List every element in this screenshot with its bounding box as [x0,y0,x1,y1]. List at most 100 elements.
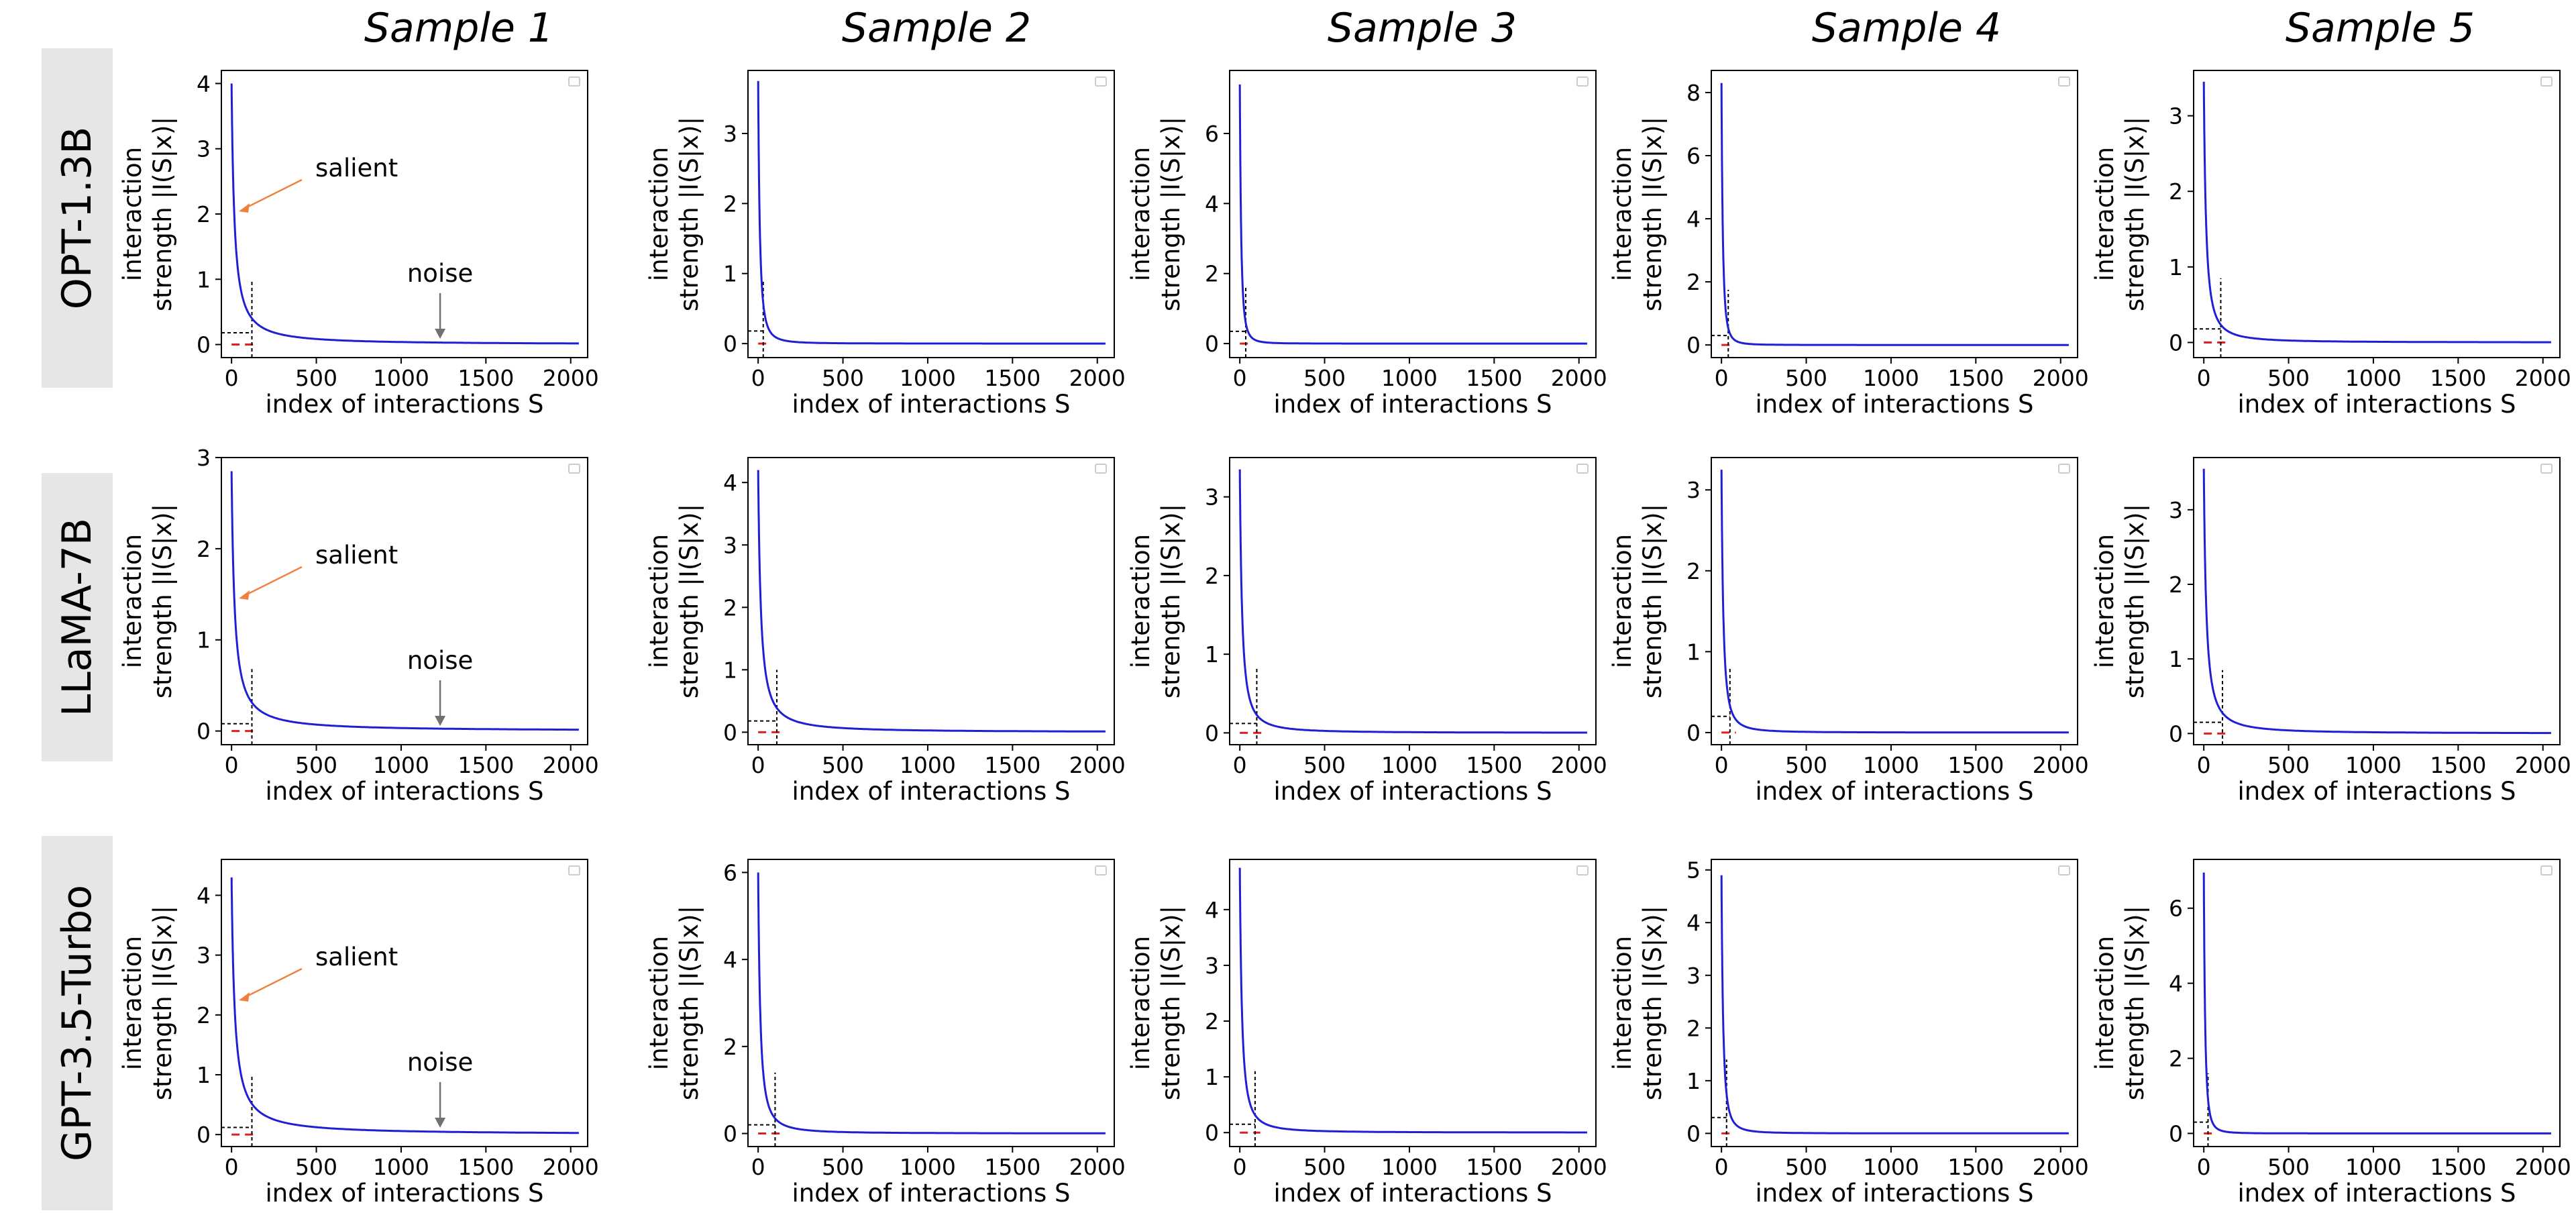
x-tick-label: 0 [1715,752,1729,778]
x-tick-label: 500 [1303,752,1346,778]
y-tick-label: 6 [2169,896,2183,922]
salient-arrowhead [239,992,250,1002]
x-tick-label: 1000 [1381,365,1438,391]
x-tick-label: 2000 [543,752,599,778]
plot-frame [1711,859,2078,1147]
legend-box [1095,464,1107,474]
y-axis-label-line2: strength |I(S|x)| [1157,117,1185,311]
plot-frame [221,70,588,358]
y-axis-label-line1: interaction [118,147,147,281]
y-tick-label: 6 [723,859,737,886]
legend-box [568,76,580,87]
x-tick-label: 1500 [1947,365,2004,391]
x-tick-label: 1500 [458,365,514,391]
x-tick-label: 1000 [373,365,429,391]
y-axis-label-line1: interaction [645,534,674,668]
y-tick-label: 4 [723,470,737,496]
interaction-strength-curve [757,872,1106,1134]
x-tick-label: 1000 [2345,752,2402,778]
subplot-r1-c1: 0 500 1000 1500 2000 0 1 2 3 4 index of interactio… [118,70,599,419]
subplot-r3-c4: 0 500 1000 1500 2000 0 1 2 3 4 5 index of interacti… [1608,857,2089,1208]
x-axis-label: index of interactions S [1755,1179,2033,1208]
salient-annotation: salient [315,154,398,182]
x-tick-label: 0 [1233,1154,1247,1180]
x-axis-label: index of interactions S [1273,390,1552,419]
y-tick-label: 2 [197,1002,211,1028]
interaction-strength-curve [1720,83,2069,346]
legend-box [1576,464,1589,474]
y-axis-label-line1: interaction [1608,936,1637,1070]
x-tick-label: 1000 [2345,365,2402,391]
x-tick-label: 0 [1233,752,1247,778]
interaction-strength-curve [757,470,1106,733]
plot-frame [1711,70,2078,358]
column-title-1: Sample 1 [364,5,553,52]
x-tick-label: 1000 [1863,752,1919,778]
y-tick-label: 4 [1205,191,1219,217]
y-tick-label: 0 [723,719,737,745]
y-tick-label: 2 [2169,572,2183,598]
y-tick-label: 2 [197,201,211,227]
legend-box [1095,865,1107,876]
y-axis-label-line2: strength |I(S|x)| [1157,504,1185,698]
y-tick-label: 0 [197,1122,211,1148]
x-tick-label: 0 [2197,1154,2211,1180]
x-axis-label: index of interactions S [2237,777,2516,806]
y-axis-label-line2: strength |I(S|x)| [675,906,704,1100]
x-axis-label: index of interactions S [792,777,1070,806]
y-tick-label: 3 [197,943,211,969]
row-label-text: OPT-1.3B [54,127,101,310]
x-tick-label: 0 [225,1154,239,1180]
plot-frame [2193,457,2561,745]
x-tick-label: 2000 [2033,752,2089,778]
y-axis-label-line1: interaction [1126,936,1155,1070]
column-title-5: Sample 5 [2286,5,2475,52]
x-tick-label: 1500 [1466,365,1522,391]
x-tick-label: 2000 [2515,1154,2571,1180]
x-axis-label: index of interactions S [1755,777,2033,806]
y-tick-label: 4 [1205,897,1219,923]
y-axis-label-line2: strength |I(S|x)| [148,117,177,311]
x-tick-label: 1500 [984,752,1040,778]
y-axis-label-line1: interaction [645,147,674,281]
y-tick-label: 1 [197,266,211,293]
y-tick-label: 1 [197,1062,211,1088]
x-tick-label: 0 [225,752,239,778]
subplot-r2-c4: 0 500 1000 1500 2000 0 1 2 3 index of interaction… [1608,457,2089,806]
subplot-r1-c4: 0 500 1000 1500 2000 0 2 4 6 8 index of interactio… [1608,70,2089,419]
legend-box [2058,865,2070,876]
y-axis-label-line2: strength |I(S|x)| [1638,504,1667,698]
y-tick-label: 2 [197,536,211,562]
y-tick-label: 8 [1686,80,1701,106]
x-tick-label: 1000 [900,752,956,778]
x-tick-label: 500 [822,1154,864,1180]
y-axis-label-line2: strength |I(S|x)| [2121,117,2149,311]
interaction-strength-curve [1720,875,2069,1134]
x-tick-label: 2000 [2515,752,2571,778]
salient-arrow [245,566,303,596]
legend-box [568,464,580,474]
y-tick-label: 3 [2169,103,2183,129]
y-tick-label: 0 [1205,720,1219,746]
y-tick-label: 3 [197,445,211,471]
salient-arrowhead [239,203,250,213]
plot-frame [1229,457,1597,745]
y-tick-label: 3 [197,136,211,162]
y-tick-label: 3 [1205,953,1219,979]
row-label-opt-1-3b: OPT-1.3B [42,48,113,388]
x-tick-label: 500 [1785,365,1827,391]
plot-frame [2193,70,2561,358]
x-tick-label: 1500 [984,1154,1040,1180]
x-axis-label: index of interactions S [2237,390,2516,419]
x-tick-label: 1500 [1466,752,1522,778]
plot-frame [747,70,1115,358]
y-tick-label: 0 [723,1121,737,1147]
interaction-strength-curve [1238,469,1587,734]
legend-box [2058,76,2070,87]
x-tick-label: 1500 [1947,1154,2004,1180]
x-tick-label: 0 [751,1154,765,1180]
legend-box [2540,865,2553,876]
y-tick-label: 1 [2169,254,2183,280]
y-axis-label-line1: interaction [2090,936,2119,1070]
x-tick-label: 2000 [543,365,599,391]
